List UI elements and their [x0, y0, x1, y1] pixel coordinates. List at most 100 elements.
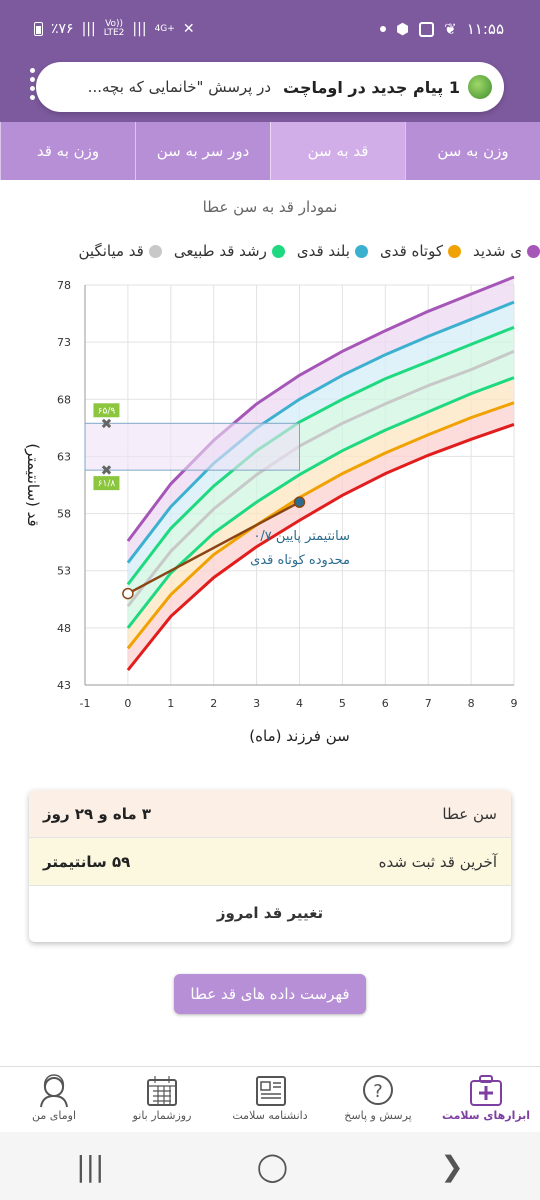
- nav-my-profile[interactable]: اومای من: [0, 1067, 108, 1132]
- battery-icon: [34, 22, 43, 36]
- gallery-icon: [419, 21, 435, 37]
- status-right: ⬢ ❦ ۱۱:۵۵: [380, 20, 504, 38]
- range-box: [84, 422, 300, 471]
- height-for-age-chart: -1 0 1 2 3 4 5 6 7 8 94348535863687378✖۶۵/۹✖۶۱/۸۰/…: [24, 275, 518, 745]
- x-axis-title: سن فرزند (ماه): [249, 727, 349, 745]
- question-bubble-icon: ?: [363, 1075, 393, 1105]
- nav-qa[interactable]: ? پرسش و پاسخ: [324, 1067, 432, 1132]
- info-card: سن عطا ۳ ماه و ۲۹ روز آخرین قد ثبت شده ۵…: [29, 790, 511, 942]
- app-leaf-icon: ❦: [444, 20, 457, 38]
- signal-icon-2: |||: [132, 21, 147, 37]
- chart-title: نمودار قد به سن عطا: [202, 198, 338, 216]
- change-height-button[interactable]: تغییر قد امروز: [216, 904, 324, 922]
- height-list-button[interactable]: فهرست داده های قد عطا: [174, 974, 366, 1014]
- x-tick-label: 2: [210, 697, 217, 710]
- notification-body: در پرسش "خانمایی که بچه...: [87, 78, 272, 96]
- y-tick-label: 43: [57, 679, 71, 692]
- woman-avatar-icon: [40, 1074, 68, 1108]
- y-tick-label: 68: [57, 393, 71, 406]
- back-icon[interactable]: ❯: [440, 1149, 464, 1183]
- percentile-band: [127, 302, 515, 585]
- y-tick-label: 73: [57, 336, 71, 349]
- legend-item-tall: بلند قدی: [297, 242, 368, 260]
- range-marker-icon: ✖: [101, 416, 113, 432]
- annotation-line-1: ۰/۷ سانتیمتر پایین: [253, 529, 350, 544]
- newspaper-icon: [256, 1076, 286, 1106]
- tab-weight-height[interactable]: وزن به قد: [0, 122, 135, 180]
- x-tick-label: 4: [296, 697, 303, 710]
- notification-title: 1 پیام جدید در اوماچت: [283, 77, 460, 97]
- percentile-band: [127, 327, 515, 607]
- first-aid-kit-icon: [470, 1075, 502, 1106]
- signal-icon: |||: [81, 21, 96, 37]
- child-point-latest: [293, 496, 306, 508]
- calendar-icon: [147, 1076, 177, 1106]
- x-tick-label: 5: [339, 697, 346, 710]
- y-tick-label: 58: [57, 508, 71, 521]
- percentile-line: [126, 300, 515, 564]
- mute-icon: ✕: [182, 21, 195, 37]
- legend-item-normal: رشد قد طبیعی: [174, 242, 285, 260]
- x-tick-label: 6: [382, 697, 389, 710]
- nav-encyclopedia[interactable]: دانشنامه سلامت: [216, 1067, 324, 1132]
- child-point-start: [122, 587, 134, 600]
- range-marker-icon: ✖: [101, 463, 113, 479]
- x-tick-label: 0: [124, 697, 131, 710]
- percentile-line: [126, 325, 515, 586]
- legend-item-short: کوتاه قدی: [380, 242, 461, 260]
- app-logo-icon: [468, 75, 492, 99]
- y-tick-label: 63: [57, 450, 71, 463]
- nav-calendar[interactable]: روزشمار بانو: [108, 1067, 216, 1132]
- tab-weight-age[interactable]: وزن به سن: [405, 122, 540, 180]
- recent-apps-icon[interactable]: |||: [76, 1149, 105, 1183]
- percentile-line: [126, 401, 515, 650]
- notification-dot-icon: [380, 26, 387, 32]
- legend-swatch: [527, 244, 540, 258]
- system-nav-bar: ||| ◯ ❯: [0, 1132, 540, 1200]
- child-height-line: [127, 501, 301, 595]
- home-icon[interactable]: ◯: [256, 1149, 289, 1183]
- x-tick-label: 9: [511, 697, 518, 710]
- percentile-line: [126, 422, 515, 672]
- percentile-band: [127, 351, 515, 628]
- y-axis-title: قد (سانتیمتر): [24, 443, 42, 526]
- clock: ۱۱:۵۵: [466, 20, 504, 38]
- chart-legend: ی شدید کوتاه قدی بلند قدی رشد قد طبیعی ق…: [79, 240, 540, 262]
- age-value: ۳ ماه و ۲۹ روز: [43, 804, 152, 823]
- percentile-line: [126, 376, 515, 629]
- annotation-line-2: محدوده کوتاه قدی: [250, 553, 350, 568]
- range-badge: [93, 403, 120, 418]
- legend-swatch: [354, 244, 368, 258]
- settings-hex-icon: ⬢: [396, 20, 410, 38]
- legend-swatch: [271, 244, 285, 258]
- age-row: سن عطا ۳ ماه و ۲۹ روز: [29, 790, 511, 838]
- last-height-row: آخرین قد ثبت شده ۵۹ سانتیمتر: [29, 838, 511, 886]
- bottom-nav: ابزارهای سلامت ? پرسش و پاسخ دانشنامه سل…: [0, 1066, 540, 1132]
- x-tick-label: -1: [80, 697, 91, 710]
- kebab-menu-icon[interactable]: [30, 68, 38, 104]
- battery-level: ٪۷۶: [51, 21, 74, 37]
- chat-notification[interactable]: 1 پیام جدید در اوماچت در پرسش "خانمایی ک…: [36, 62, 504, 112]
- x-tick-label: 1: [167, 697, 174, 710]
- range-badge: [93, 476, 120, 491]
- tab-head-age[interactable]: دور سر به سن: [135, 122, 270, 180]
- network-4g: 4G+: [154, 23, 175, 34]
- svg-text:?: ?: [373, 1081, 383, 1102]
- percentile-band: [127, 277, 515, 563]
- percentile-band: [127, 377, 515, 649]
- percentile-band: [127, 402, 515, 671]
- chart-tabs: وزن به سن قد به سن دور سر به سن وزن به ق…: [0, 122, 540, 180]
- legend-swatch: [448, 244, 461, 258]
- last-height-label: آخرین قد ثبت شده: [378, 852, 497, 871]
- last-height-value: ۵۹ سانتیمتر: [43, 852, 131, 871]
- percentile-line: [126, 349, 515, 608]
- legend-item-severe: ی شدید: [473, 242, 540, 260]
- status-bar: ٪۷۶ ||| Vo)) LTE2 ||| 4G+ ✕ ⬢ ❦ ۱۱:۵۵: [0, 0, 540, 60]
- legend-swatch: [148, 244, 162, 258]
- x-tick-label: 7: [425, 697, 432, 710]
- nav-health-tools[interactable]: ابزارهای سلامت: [432, 1067, 540, 1132]
- age-label: سن عطا: [442, 804, 497, 823]
- range-badge-label: ۶۱/۸: [98, 479, 116, 489]
- network-label: Vo)) LTE2: [103, 19, 125, 38]
- tab-height-age[interactable]: قد به سن: [270, 122, 405, 180]
